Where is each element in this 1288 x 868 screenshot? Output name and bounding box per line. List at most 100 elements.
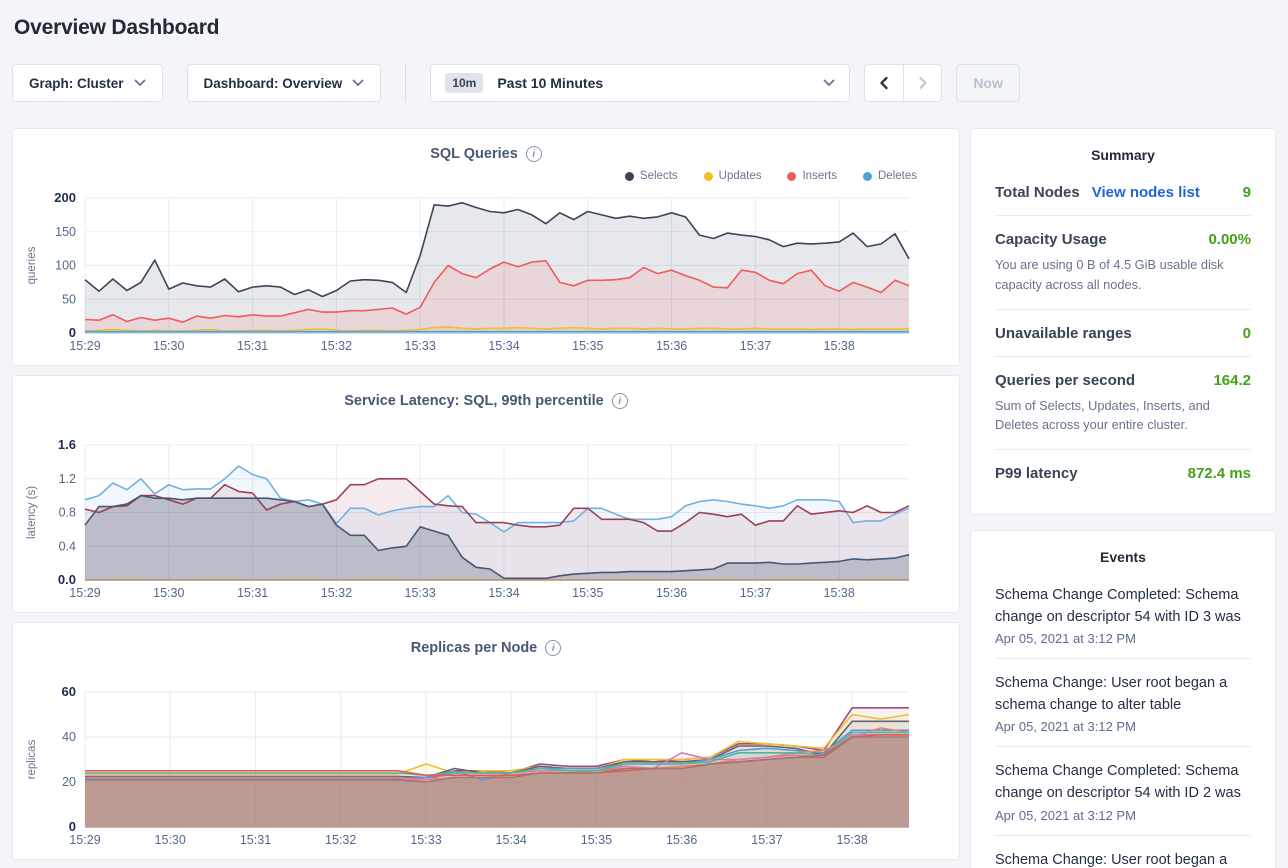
svg-text:40: 40 bbox=[62, 730, 76, 744]
summary-title: Summary bbox=[1091, 147, 1155, 163]
event-timestamp: Apr 05, 2021 at 3:12 PM bbox=[995, 719, 1136, 735]
svg-text:0: 0 bbox=[69, 819, 76, 834]
chart-legend: Selects Updates Inserts Deletes bbox=[21, 164, 951, 188]
info-icon[interactable]: i bbox=[545, 640, 562, 656]
summary-caption: You are using 0 B of 4.5 GiB usable disk… bbox=[995, 257, 1224, 292]
svg-text:15:30: 15:30 bbox=[155, 833, 186, 847]
svg-text:15:31: 15:31 bbox=[240, 833, 271, 847]
time-range-dropdown[interactable]: 10m Past 10 Minutes bbox=[430, 64, 851, 102]
chart-title: Replicas per Node bbox=[410, 640, 538, 656]
chart-title-row: SQL Queries i bbox=[21, 144, 951, 164]
chevron-down-icon bbox=[823, 79, 835, 87]
event-message: Schema Change Completed: Schema change o… bbox=[995, 587, 1241, 626]
legend-item-selects: Selects bbox=[624, 170, 678, 182]
chart-canvas[interactable]: 15:29 15:30 15:31 15:32 15:33 15:34 15:35 15:36… bbox=[21, 188, 951, 356]
summary-caption: Sum of Selects, Updates, Inserts, and De… bbox=[995, 397, 1210, 433]
legend-dot-icon bbox=[787, 171, 797, 181]
svg-text:15:38: 15:38 bbox=[824, 339, 855, 353]
summary-row-total-nodes: Total Nodes View nodes list 9 bbox=[995, 169, 1251, 215]
svg-text:15:30: 15:30 bbox=[153, 586, 184, 600]
controls-divider bbox=[405, 64, 407, 102]
svg-text:15:34: 15:34 bbox=[496, 833, 527, 847]
time-nav-buttons bbox=[864, 64, 943, 102]
svg-text:15:29: 15:29 bbox=[69, 833, 100, 847]
svg-text:replicas: replicas bbox=[26, 739, 38, 779]
svg-text:15:30: 15:30 bbox=[153, 339, 184, 353]
event-message: Schema Change: User root began a schema … bbox=[995, 675, 1228, 714]
event-message: Schema Change Completed: Schema change o… bbox=[995, 763, 1241, 802]
legend-dot-icon bbox=[703, 171, 713, 181]
info-icon[interactable]: i bbox=[611, 393, 628, 409]
summary-value: 872.4 ms bbox=[1187, 465, 1251, 483]
events-card: Events Schema Change Completed: Schema c… bbox=[970, 530, 1276, 868]
svg-text:15:33: 15:33 bbox=[405, 586, 436, 600]
svg-text:150: 150 bbox=[55, 225, 76, 239]
svg-text:0: 0 bbox=[69, 325, 76, 340]
summary-row-p99-latency: P99 latency 872.4 ms bbox=[995, 449, 1251, 496]
chart-title: Service Latency: SQL, 99th percentile bbox=[344, 393, 604, 409]
svg-text:0.8: 0.8 bbox=[59, 506, 76, 520]
chart-title: SQL Queries bbox=[430, 146, 518, 162]
now-button[interactable]: Now bbox=[956, 64, 1020, 102]
graph-selector-dropdown[interactable]: Graph: Cluster bbox=[12, 64, 163, 102]
chevron-right-icon bbox=[919, 76, 927, 90]
summary-value: 0.00% bbox=[1208, 231, 1251, 248]
svg-text:queries: queries bbox=[26, 246, 38, 284]
chevron-left-icon bbox=[880, 76, 889, 90]
service-latency-chart[interactable]: 15:29 15:30 15:31 15:32 15:33 15:34 15:35 15:36… bbox=[21, 435, 951, 603]
chart-title-row: Service Latency: SQL, 99th percentile i bbox=[21, 391, 951, 411]
svg-text:15:35: 15:35 bbox=[572, 586, 603, 600]
events-title: Events bbox=[1100, 549, 1146, 566]
svg-text:15:38: 15:38 bbox=[837, 833, 868, 847]
svg-text:15:35: 15:35 bbox=[581, 833, 612, 847]
legend-item-inserts: Inserts bbox=[787, 170, 837, 182]
sql-queries-chart[interactable]: 15:29 15:30 15:31 15:32 15:33 15:34 15:35 15:36… bbox=[21, 188, 951, 356]
time-range-badge: 10m bbox=[445, 73, 484, 93]
svg-text:100: 100 bbox=[55, 259, 76, 273]
svg-text:15:29: 15:29 bbox=[69, 339, 100, 353]
event-item: Schema Change: User root began a schema … bbox=[995, 658, 1251, 746]
svg-text:200: 200 bbox=[54, 190, 76, 205]
time-next-button[interactable] bbox=[903, 65, 941, 101]
svg-text:15:35: 15:35 bbox=[572, 339, 603, 353]
event-item: Schema Change Completed: Schema change o… bbox=[995, 746, 1251, 834]
svg-text:15:32: 15:32 bbox=[321, 339, 352, 353]
time-prev-button[interactable] bbox=[865, 65, 903, 101]
legend-item-updates: Updates bbox=[703, 170, 761, 182]
summary-row-queries-per-second: Queries per second 164.2 Sum of Selects,… bbox=[995, 355, 1251, 450]
summary-value: 164.2 bbox=[1213, 371, 1251, 389]
chart-card-service-latency: Service Latency: SQL, 99th percentile i … bbox=[12, 375, 960, 613]
chart-canvas[interactable]: 15:29 15:30 15:31 15:32 15:33 15:34 15:35 15:36… bbox=[21, 682, 951, 850]
svg-text:15:29: 15:29 bbox=[69, 586, 100, 600]
summary-row-unavailable-ranges: Unavailable ranges 0 bbox=[995, 308, 1251, 356]
info-icon[interactable]: i bbox=[525, 146, 542, 162]
event-timestamp: Apr 05, 2021 at 3:12 PM bbox=[995, 807, 1136, 823]
dashboard-selector-dropdown[interactable]: Dashboard: Overview bbox=[186, 64, 382, 102]
dashboard-selector-label: Dashboard: Overview bbox=[203, 75, 343, 91]
summary-card: Summary Total Nodes View nodes list 9 Ca… bbox=[970, 128, 1276, 516]
svg-text:1.2: 1.2 bbox=[59, 472, 76, 486]
svg-text:50: 50 bbox=[62, 292, 76, 306]
svg-text:15:33: 15:33 bbox=[405, 339, 436, 353]
chart-canvas[interactable]: 15:29 15:30 15:31 15:32 15:33 15:34 15:35 15:36… bbox=[21, 435, 951, 603]
graph-selector-label: Graph: Cluster bbox=[29, 75, 124, 91]
summary-label: Queries per second bbox=[995, 371, 1136, 389]
replicas-per-node-chart[interactable]: 15:29 15:30 15:31 15:32 15:33 15:34 15:35 15:36… bbox=[21, 682, 951, 850]
legend-dot-icon bbox=[624, 171, 634, 181]
svg-text:15:31: 15:31 bbox=[237, 339, 268, 353]
svg-text:15:36: 15:36 bbox=[666, 833, 697, 847]
svg-text:15:33: 15:33 bbox=[410, 833, 441, 847]
svg-text:15:36: 15:36 bbox=[656, 586, 687, 600]
summary-value: 0 bbox=[1242, 324, 1251, 342]
svg-text:15:34: 15:34 bbox=[488, 339, 519, 353]
chart-card-replicas-per-node: Replicas per Node i 15:29 15:30 15:31 15:32… bbox=[12, 622, 960, 860]
main-layout: SQL Queries i Selects Updates Inserts Delet… bbox=[12, 128, 1276, 868]
view-nodes-list-link[interactable]: View nodes list bbox=[1091, 184, 1200, 201]
svg-text:15:38: 15:38 bbox=[824, 586, 855, 600]
page-title: Overview Dashboard bbox=[14, 16, 220, 39]
charts-column: SQL Queries i Selects Updates Inserts Delet… bbox=[12, 128, 960, 868]
event-timestamp: Apr 05, 2021 at 3:12 PM bbox=[995, 631, 1136, 647]
time-range-label: Past 10 Minutes bbox=[497, 75, 604, 91]
chart-card-sql-queries: SQL Queries i Selects Updates Inserts Delet… bbox=[12, 128, 960, 366]
